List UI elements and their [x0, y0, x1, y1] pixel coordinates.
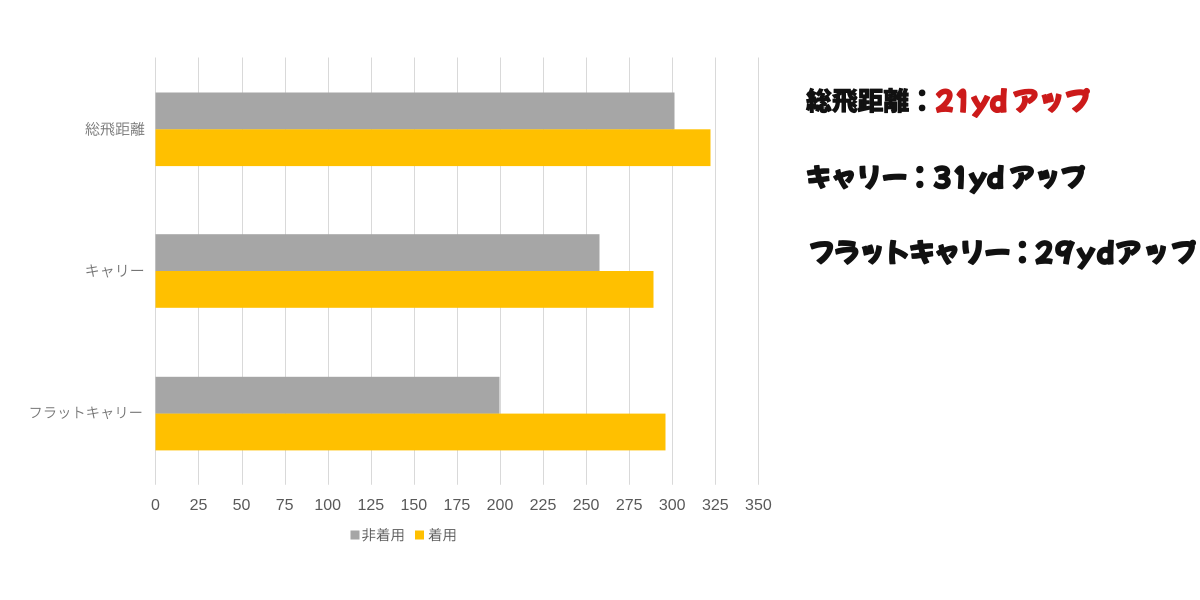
svg-text:350: 350 [745, 497, 772, 514]
svg-text:250: 250 [573, 497, 600, 514]
svg-text:275: 275 [616, 497, 643, 514]
svg-text:225: 225 [530, 497, 557, 514]
svg-text:150: 150 [400, 497, 427, 514]
svg-text:125: 125 [357, 497, 384, 514]
svg-text:300: 300 [659, 497, 686, 514]
svg-text:25: 25 [190, 497, 208, 514]
svg-text:75: 75 [276, 497, 294, 514]
svg-text:325: 325 [702, 497, 729, 514]
svg-text:175: 175 [444, 497, 471, 514]
svg-text:200: 200 [487, 497, 514, 514]
svg-text:0: 0 [151, 497, 160, 514]
svg-text:100: 100 [314, 497, 341, 514]
svg-text:50: 50 [233, 497, 251, 514]
